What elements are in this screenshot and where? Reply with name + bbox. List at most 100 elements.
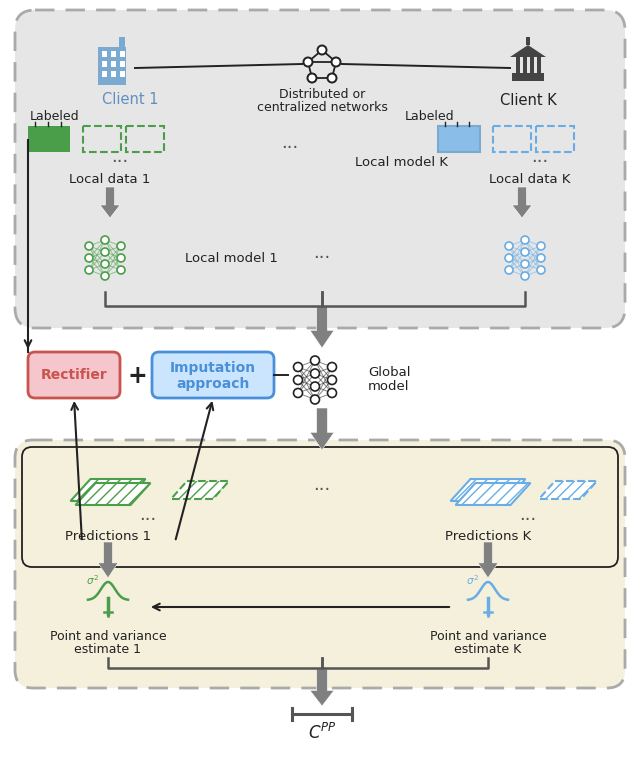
Circle shape (294, 362, 303, 371)
Polygon shape (478, 542, 498, 578)
Bar (526, 37, 530, 45)
Bar (120, 71, 125, 77)
Text: Local data 1: Local data 1 (69, 173, 150, 186)
Polygon shape (310, 408, 334, 450)
Circle shape (117, 242, 125, 250)
Polygon shape (451, 479, 525, 501)
Circle shape (305, 59, 312, 65)
Text: +: + (127, 364, 147, 388)
FancyBboxPatch shape (152, 352, 274, 398)
Polygon shape (76, 483, 150, 505)
Text: Labeled: Labeled (30, 110, 80, 123)
Bar (102, 71, 107, 77)
FancyBboxPatch shape (28, 352, 120, 398)
Bar (119, 37, 125, 47)
Circle shape (319, 46, 326, 53)
Circle shape (101, 248, 109, 256)
Bar (120, 61, 125, 67)
Bar (523, 57, 527, 77)
Bar (120, 51, 125, 57)
Text: Local data K: Local data K (489, 173, 571, 186)
Text: ···: ··· (314, 481, 331, 499)
Circle shape (537, 254, 545, 262)
FancyBboxPatch shape (15, 10, 625, 328)
Bar (102, 51, 107, 57)
Text: Distributed or: Distributed or (279, 88, 365, 101)
Bar (98, 47, 126, 85)
Circle shape (101, 236, 109, 244)
Circle shape (310, 369, 319, 378)
Text: $\sigma^2$: $\sigma^2$ (465, 573, 479, 587)
Circle shape (537, 242, 545, 250)
Text: Client K: Client K (500, 93, 556, 108)
Circle shape (310, 356, 319, 365)
Circle shape (310, 395, 319, 404)
Circle shape (85, 254, 93, 262)
Bar (512, 73, 544, 81)
Circle shape (85, 242, 93, 250)
Text: estimate K: estimate K (454, 643, 522, 656)
Text: Local model K: Local model K (355, 155, 448, 168)
Bar (438, 126, 480, 152)
Circle shape (117, 266, 125, 274)
Circle shape (505, 266, 513, 274)
Bar (111, 51, 116, 57)
Circle shape (328, 375, 337, 384)
Circle shape (308, 75, 316, 81)
Bar (28, 126, 70, 152)
Circle shape (328, 362, 337, 371)
Bar (530, 57, 534, 77)
Circle shape (101, 260, 109, 268)
Text: Predictions K: Predictions K (445, 530, 531, 543)
Circle shape (310, 382, 319, 391)
Circle shape (537, 266, 545, 274)
Text: approach: approach (176, 377, 250, 391)
Circle shape (85, 266, 93, 274)
Text: ···: ··· (531, 153, 548, 171)
Text: Imputation: Imputation (170, 361, 256, 375)
Circle shape (317, 44, 328, 56)
Circle shape (521, 272, 529, 280)
Circle shape (328, 389, 337, 397)
Bar (111, 61, 116, 67)
Circle shape (307, 72, 317, 84)
Circle shape (505, 254, 513, 262)
Text: centralized networks: centralized networks (257, 101, 387, 114)
Polygon shape (456, 483, 531, 505)
Polygon shape (70, 479, 145, 501)
Polygon shape (539, 481, 597, 499)
Text: ···: ··· (314, 249, 331, 267)
Circle shape (521, 260, 529, 268)
Polygon shape (98, 542, 118, 578)
Circle shape (326, 72, 337, 84)
Text: model: model (368, 380, 410, 393)
Bar (102, 61, 107, 67)
Text: Point and variance: Point and variance (50, 630, 166, 643)
Text: $\sigma^2$: $\sigma^2$ (86, 573, 99, 587)
Bar (516, 57, 520, 77)
Polygon shape (100, 187, 120, 218)
Circle shape (521, 236, 529, 244)
Circle shape (505, 242, 513, 250)
Circle shape (294, 375, 303, 384)
Circle shape (328, 75, 335, 81)
Text: Point and variance: Point and variance (429, 630, 547, 643)
Text: ···: ··· (282, 139, 299, 157)
Text: $C^{PP}$: $C^{PP}$ (308, 723, 337, 743)
Text: Predictions 1: Predictions 1 (65, 530, 151, 543)
Polygon shape (171, 481, 229, 499)
Text: Labeled: Labeled (405, 110, 455, 123)
Circle shape (333, 59, 339, 65)
Circle shape (117, 254, 125, 262)
Circle shape (330, 56, 342, 68)
Text: Local model 1: Local model 1 (185, 251, 278, 265)
Text: estimate 1: estimate 1 (74, 643, 141, 656)
Text: Rectifier: Rectifier (40, 368, 108, 382)
Text: Global: Global (368, 365, 410, 378)
Polygon shape (512, 187, 532, 218)
Polygon shape (310, 669, 334, 706)
Circle shape (101, 272, 109, 280)
Text: ···: ··· (111, 153, 129, 171)
Bar (111, 71, 116, 77)
Circle shape (521, 248, 529, 256)
